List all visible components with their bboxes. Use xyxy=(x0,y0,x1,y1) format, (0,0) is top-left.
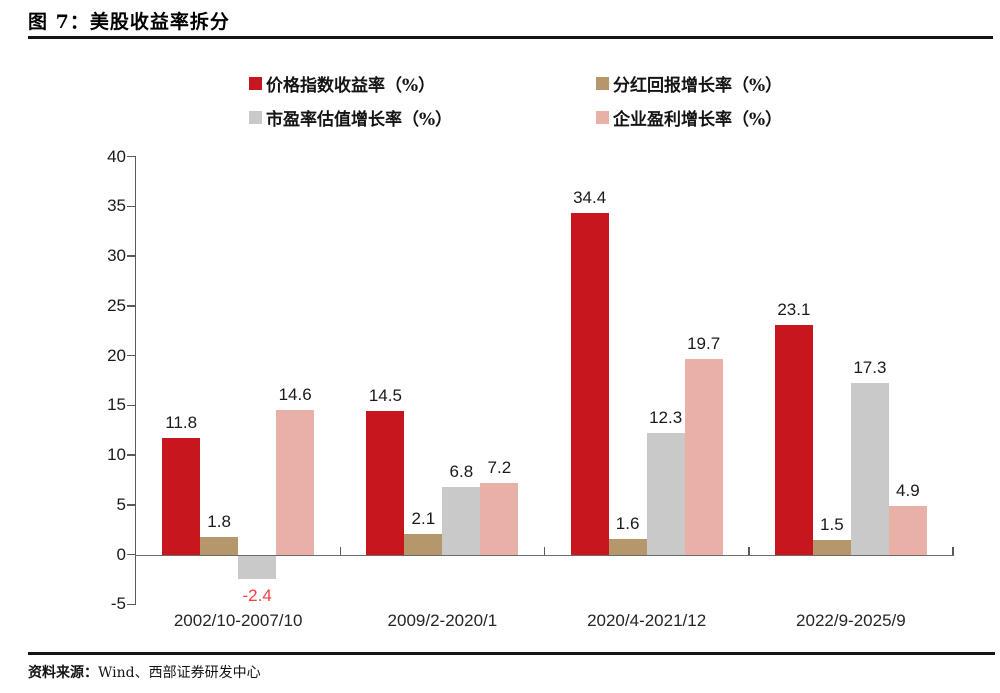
legend-label: 价格指数收益率（%） xyxy=(266,75,436,96)
legend-swatch-icon xyxy=(596,110,609,124)
bar-value-label: 2.1 xyxy=(411,509,436,529)
bar xyxy=(888,506,927,555)
bar-value-label: 17.3 xyxy=(853,357,887,377)
bar xyxy=(684,358,723,555)
legend-label: 市盈率估值增长率（%） xyxy=(266,109,453,130)
x-axis-tick xyxy=(952,546,954,555)
bar-value-label: -2.4 xyxy=(242,586,272,606)
bar-value-label: 23.1 xyxy=(777,300,811,320)
y-axis-tick-label: 10 xyxy=(107,445,126,464)
bar xyxy=(608,539,647,555)
y-axis-tick xyxy=(127,553,136,556)
legend-swatch-icon xyxy=(249,110,262,124)
bar xyxy=(162,437,201,555)
source-text: Wind、西部证券研发中心 xyxy=(98,665,261,681)
bar xyxy=(366,410,405,555)
legend-item: 企业盈利增长率（%） xyxy=(596,105,783,130)
y-axis-tick xyxy=(127,504,136,506)
x-axis-category-label: 2022/9-2025/9 xyxy=(796,611,906,630)
y-axis-line xyxy=(134,157,136,605)
bar-value-label: 1.8 xyxy=(207,512,231,532)
y-axis-tick-label: 25 xyxy=(107,295,126,315)
y-axis-tick-label: 15 xyxy=(107,395,126,415)
y-axis-tick-label: 35 xyxy=(107,196,126,216)
y-axis-tick xyxy=(127,155,136,158)
bar xyxy=(850,382,889,555)
bar-value-label: 12.3 xyxy=(649,407,683,427)
x-axis-category-label: 2020/4-2021/12 xyxy=(587,611,707,630)
legend-item: 市盈率估值增长率（%） xyxy=(249,105,596,130)
y-axis-tick-label: 40 xyxy=(107,146,126,166)
bar-value-label: 34.4 xyxy=(573,187,607,207)
y-axis-tick xyxy=(127,354,136,357)
bar-value-label: 6.8 xyxy=(449,462,474,482)
bar-value-label: 4.9 xyxy=(896,481,920,501)
legend-swatch-icon xyxy=(249,76,262,90)
y-axis-tick-label: 0 xyxy=(116,544,126,564)
legend-swatch-icon xyxy=(596,76,609,90)
bar xyxy=(442,487,481,555)
y-axis-tick-label: 20 xyxy=(107,345,126,365)
bar-value-label: 1.6 xyxy=(615,514,640,534)
y-axis-tick xyxy=(127,454,136,456)
bar xyxy=(646,432,685,555)
bar-value-label: 1.5 xyxy=(820,515,844,535)
legend-label: 企业盈利增长率（%） xyxy=(613,109,783,130)
y-axis-tick-label: -5 xyxy=(110,594,126,614)
y-axis-tick xyxy=(127,603,136,605)
y-axis-tick xyxy=(127,305,136,307)
bar-value-label: 19.7 xyxy=(687,333,721,353)
x-axis-category-label: 2009/2-2020/1 xyxy=(387,611,498,630)
legend-item: 分红回报增长率（%） xyxy=(596,71,783,96)
source-label: 资料来源： xyxy=(28,665,98,681)
legend-label: 分红回报增长率（%） xyxy=(613,75,783,96)
y-axis-tick xyxy=(127,255,136,257)
bar-value-label: 14.6 xyxy=(278,384,312,404)
source-line: 资料来源：Wind、西部证券研发中心 xyxy=(28,662,261,682)
bar xyxy=(480,483,519,555)
y-axis-tick xyxy=(127,205,136,207)
x-axis-tick xyxy=(748,546,750,555)
x-axis-line xyxy=(134,554,954,556)
bar-value-label: 7.2 xyxy=(487,458,512,478)
y-axis-tick xyxy=(127,404,136,406)
bar xyxy=(276,409,315,555)
bar xyxy=(404,534,443,555)
footer-divider xyxy=(28,652,995,655)
bar-value-label: 14.5 xyxy=(368,385,402,405)
bar xyxy=(238,555,277,579)
y-axis-tick-label: 30 xyxy=(107,246,126,265)
chart-legend: 价格指数收益率（%） 分红回报增长率（%） 市盈率估值增长率（%） 企业盈利增长率（%… xyxy=(249,71,783,130)
bar xyxy=(774,325,813,555)
legend-item: 价格指数收益率（%） xyxy=(249,71,596,96)
bar xyxy=(200,537,239,555)
bar xyxy=(812,540,851,555)
figure-title: 图 7：美股收益率拆分 xyxy=(28,11,230,33)
x-axis-category-label: 2002/10-2007/10 xyxy=(173,611,303,630)
bar-value-label: 11.8 xyxy=(165,412,198,432)
title-divider xyxy=(28,36,993,39)
x-axis-tick xyxy=(543,546,546,555)
bar xyxy=(570,212,609,555)
x-axis-tick xyxy=(339,546,341,555)
y-axis-tick-label: 5 xyxy=(116,494,126,514)
